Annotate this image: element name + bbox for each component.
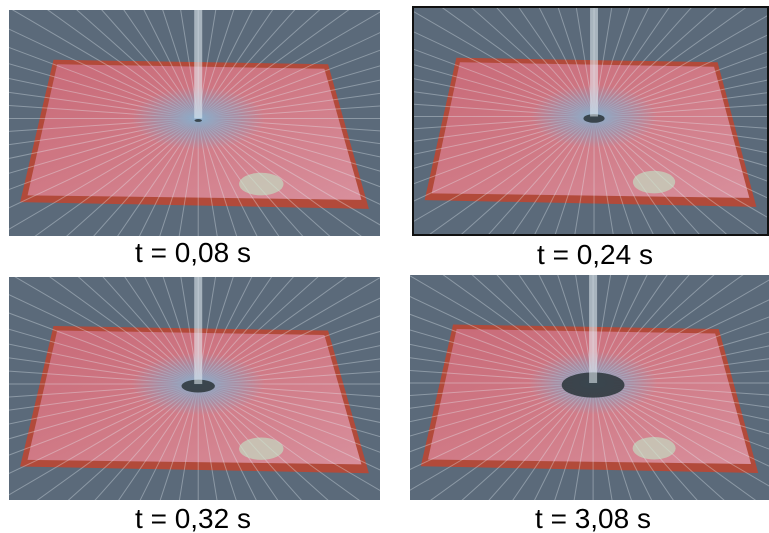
photo-frame-3-image <box>9 277 380 500</box>
light-reflection <box>239 437 284 460</box>
photo-frame-4-image <box>410 275 769 500</box>
frame-1-caption: t = 0,08 s <box>135 237 251 268</box>
light-reflection <box>632 437 676 460</box>
photo-frame-2-image <box>414 8 767 234</box>
light-reflection <box>239 172 284 196</box>
dry-spot <box>583 114 605 123</box>
water-jet <box>194 277 203 385</box>
water-jet <box>590 8 598 117</box>
water-jet <box>589 275 598 383</box>
light-reflection <box>632 170 676 194</box>
photo-frame-1 <box>9 10 380 236</box>
dry-spot <box>181 379 215 393</box>
frame-4-caption: t = 3,08 s <box>535 503 651 533</box>
photo-frame-3 <box>9 277 380 500</box>
frame-2-caption: t = 0,24 s <box>537 239 653 270</box>
photo-frame-4 <box>410 275 769 500</box>
frame-3-caption: t = 0,32 s <box>135 503 251 533</box>
dry-spot <box>561 372 625 398</box>
photo-frame-2 <box>412 6 769 236</box>
photo-frame-1-image <box>9 10 380 236</box>
water-jet <box>194 10 203 119</box>
dry-spot <box>194 119 202 122</box>
